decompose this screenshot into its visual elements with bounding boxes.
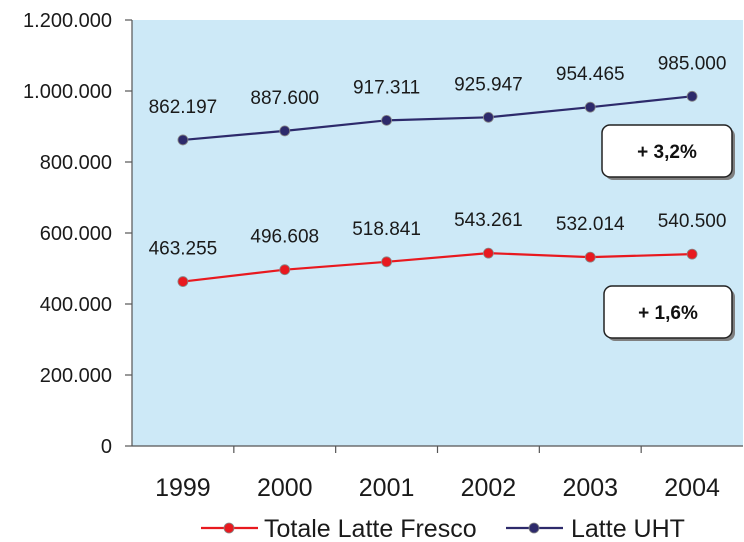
data-label: 496.608 [250,227,319,248]
data-labels-layer: 463.255 496.608 518.841 543.261 532.014 540.5… [149,53,727,259]
data-label: 543.261 [454,210,523,231]
y-tick-label: 600.000 [40,223,112,245]
callout-box [601,124,733,178]
data-label: 917.311 [353,77,420,98]
data-point [483,111,494,123]
y-tick-label: 1.200.000 [23,10,112,32]
y-tick-label: 400.000 [40,294,112,316]
legend-label: Totale Latte Fresco [264,515,477,542]
data-point [279,264,291,276]
data-point [584,251,596,263]
y-tick-label: 800.000 [40,152,112,174]
data-point [381,256,392,268]
growth-callout: + 1,6% [603,285,735,341]
callouts-layer: + 1,6% + 3,2% [601,124,735,341]
x-tick-label: 2002 [461,474,517,502]
callout-box [603,285,733,339]
x-tick-label: 1999 [155,474,211,502]
data-label: 862.197 [149,97,218,118]
x-tick-label: 2004 [664,474,720,502]
callout-text: + 1,6% [638,303,698,324]
series-layer [177,90,698,287]
data-label: 887.600 [250,88,319,109]
data-label: 540.500 [658,211,727,232]
data-label: 985.000 [658,53,727,74]
data-label: 463.255 [149,239,218,260]
data-point [279,125,291,137]
x-axis-ticks: 1999 2000 2001 2002 2003 2004 [155,446,720,502]
y-tick-label: 200.000 [40,365,112,387]
legend-marker [223,522,235,534]
data-point [381,114,392,126]
y-axis-ticks: 0 200.000 400.000 600.000 800.000 1.000.000 1.… [23,10,132,458]
growth-callout: + 3,2% [601,124,735,180]
series-line-latte-fresco [182,252,693,283]
plot-area [132,20,743,446]
data-label: 518.841 [352,219,421,240]
y-tick-label: 1.000.000 [23,81,112,103]
data-point [686,90,698,102]
data-point [177,276,189,287]
legend-label: Latte UHT [571,515,685,542]
callout-text: + 3,2% [637,142,697,163]
data-point [584,101,596,113]
data-point [686,248,698,260]
data-label: 532.014 [556,214,625,235]
y-tick-label: 0 [101,436,112,458]
x-tick-label: 2001 [359,474,415,502]
x-tick-label: 2000 [257,474,313,502]
legend: Totale Latte Fresco Latte UHT [201,515,685,542]
data-point [483,247,494,259]
legend-marker [528,522,540,534]
data-point [177,134,189,146]
series-line-latte-uht [182,95,693,142]
data-label: 954.465 [556,64,625,85]
x-tick-label: 2003 [562,474,618,502]
data-label: 925.947 [454,74,523,95]
